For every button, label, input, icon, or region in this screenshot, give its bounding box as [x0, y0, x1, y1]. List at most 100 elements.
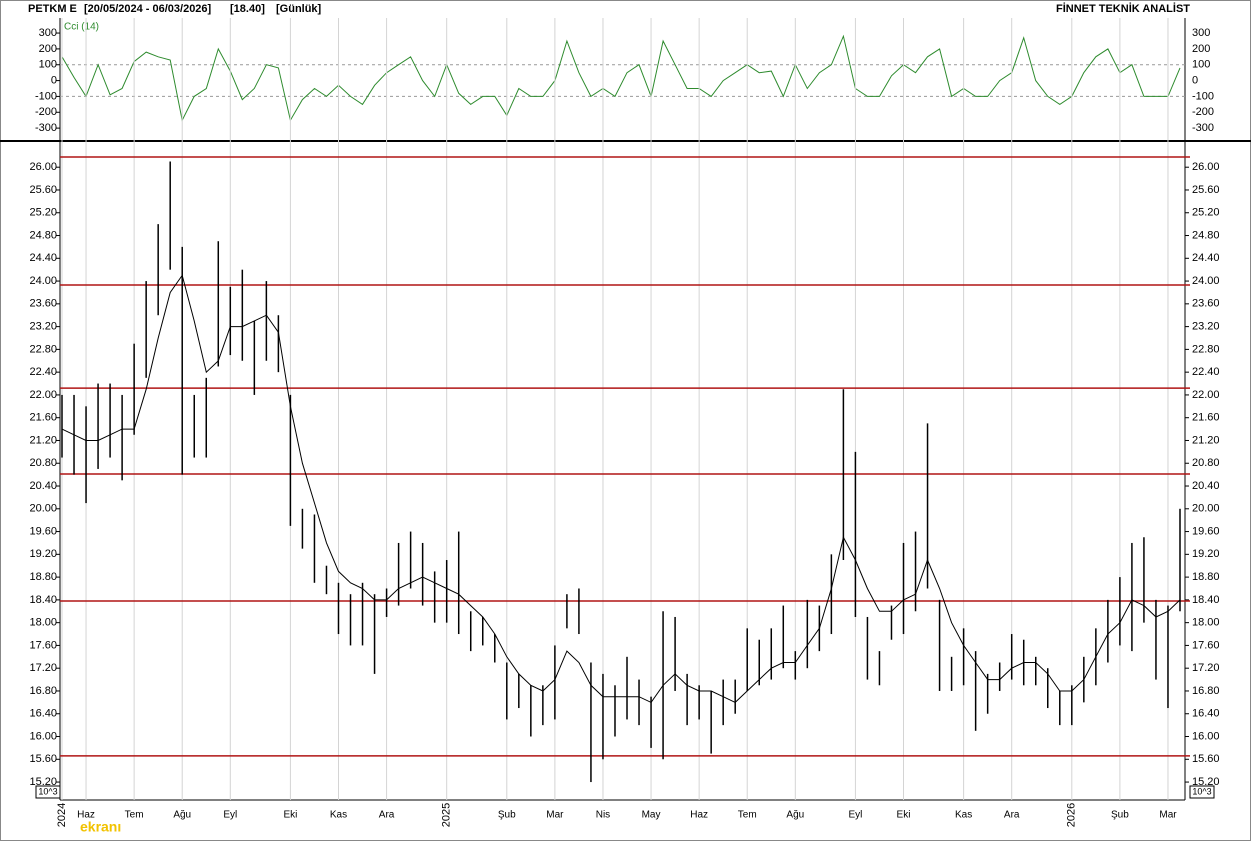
y-tick-label: 25.20: [1192, 207, 1220, 219]
x-tick-label: Haz: [690, 810, 708, 821]
y-tick-label: 23.60: [29, 298, 57, 310]
y-tick-label: 23.20: [29, 321, 57, 333]
y-tick-label: 24.40: [1192, 252, 1220, 264]
y-tick-label: 19.20: [1192, 548, 1220, 560]
cci-tick-label: 0: [1192, 74, 1198, 86]
y-tick-label: 25.60: [29, 184, 57, 196]
y-tick-label: 18.40: [1192, 594, 1220, 606]
corner-box: [1189, 785, 1215, 799]
y-tick-label: 22.80: [29, 343, 57, 355]
x-tick-label: 2026: [1066, 803, 1078, 827]
y-tick-label: 21.20: [29, 434, 57, 446]
cci-tick-label: 0: [51, 74, 57, 86]
y-tick-label: 17.20: [29, 662, 57, 674]
x-tick-label: 2024: [56, 803, 68, 827]
x-tick-label: Ara: [1004, 810, 1020, 821]
x-tick-label: Haz: [77, 810, 95, 821]
cci-tick-label: 300: [39, 27, 57, 39]
y-tick-label: 25.60: [1192, 184, 1220, 196]
y-tick-label: 15.60: [29, 753, 57, 765]
y-tick-label: 22.40: [29, 366, 57, 378]
cci-tick-label: -100: [35, 90, 57, 102]
symbol: PETKM E: [28, 3, 77, 15]
x-tick-label: Kas: [955, 810, 972, 821]
cci-tick-label: -200: [35, 106, 57, 118]
x-tick-label: Mar: [546, 810, 564, 821]
date-range: [20/05/2024 - 06/03/2026]: [84, 3, 212, 15]
y-tick-label: 26.00: [29, 161, 57, 173]
cci-tick-label: 100: [39, 59, 57, 71]
cci-tick-label: -300: [1192, 122, 1214, 134]
cci-line: [61, 34, 1181, 122]
y-tick-label: 22.80: [1192, 343, 1220, 355]
y-tick-label: 17.60: [1192, 639, 1220, 651]
cci-tick-label: -100: [1192, 90, 1214, 102]
y-tick-label: 18.00: [1192, 617, 1220, 629]
y-tick-label: 18.80: [29, 571, 57, 583]
x-tick-label: Mar: [1159, 810, 1177, 821]
x-tick-label: Kas: [330, 810, 347, 821]
y-tick-label: 21.60: [29, 412, 57, 424]
cci-tick-label: 200: [39, 43, 57, 55]
cci-tick-label: -300: [35, 122, 57, 134]
x-tick-label: Tem: [125, 810, 144, 821]
y-tick-label: 16.40: [29, 708, 57, 720]
y-tick-label: 18.40: [29, 594, 57, 606]
x-tick-label: Eyl: [848, 810, 862, 821]
y-tick-label: 16.00: [29, 730, 57, 742]
x-tick-label: Şub: [498, 810, 516, 821]
y-tick-label: 25.20: [29, 207, 57, 219]
x-tick-label: Eyl: [223, 810, 237, 821]
x-tick-label: 2025: [441, 803, 453, 827]
y-tick-label: 21.20: [1192, 434, 1220, 446]
y-tick-label: 24.00: [1192, 275, 1220, 287]
y-tick-label: 15.20: [1192, 776, 1220, 788]
period: [Günlük]: [276, 3, 322, 15]
cci-tick-label: -200: [1192, 106, 1214, 118]
y-tick-label: 18.00: [29, 617, 57, 629]
y-tick-label: 23.20: [1192, 321, 1220, 333]
y-tick-label: 20.00: [1192, 503, 1220, 515]
y-tick-label: 15.60: [1192, 753, 1220, 765]
x-tick-label: Tem: [738, 810, 757, 821]
x-tick-label: Eki: [897, 810, 911, 821]
y-tick-label: 20.40: [29, 480, 57, 492]
y-tick-label: 26.00: [1192, 161, 1220, 173]
brand: FİNNET TEKNİK ANALİST: [1056, 2, 1190, 15]
y-tick-label: 17.60: [29, 639, 57, 651]
corner-label: 10^3: [1192, 786, 1211, 796]
y-tick-label: 16.00: [1192, 730, 1220, 742]
y-tick-label: 19.60: [1192, 525, 1220, 537]
y-tick-label: 18.80: [1192, 571, 1220, 583]
x-tick-label: Eki: [283, 810, 297, 821]
x-tick-label: Ağu: [786, 810, 804, 821]
y-tick-label: 24.40: [29, 252, 57, 264]
y-tick-label: 20.80: [1192, 457, 1220, 469]
cci-tick-label: 300: [1192, 27, 1210, 39]
y-tick-label: 16.80: [29, 685, 57, 697]
x-tick-label: Nis: [596, 810, 610, 821]
cci-tick-label: 200: [1192, 43, 1210, 55]
corner-box: [35, 785, 61, 799]
y-tick-label: 16.80: [1192, 685, 1220, 697]
y-tick-label: 19.20: [29, 548, 57, 560]
y-tick-label: 17.20: [1192, 662, 1220, 674]
watermark: ekranı: [80, 819, 121, 835]
y-tick-label: 16.40: [1192, 708, 1220, 720]
y-tick-label: 24.00: [29, 275, 57, 287]
y-tick-label: 15.20: [29, 776, 57, 788]
moving-average: [61, 274, 1181, 704]
y-tick-label: 22.00: [1192, 389, 1220, 401]
last-price: [18.40]: [230, 3, 265, 15]
y-tick-label: 20.40: [1192, 480, 1220, 492]
corner-label: 10^3: [38, 786, 57, 796]
y-tick-label: 24.80: [1192, 229, 1220, 241]
y-tick-label: 21.60: [1192, 412, 1220, 424]
cci-tick-label: 100: [1192, 59, 1210, 71]
x-tick-label: May: [642, 810, 661, 821]
x-tick-label: Ara: [379, 810, 395, 821]
y-tick-label: 22.40: [1192, 366, 1220, 378]
